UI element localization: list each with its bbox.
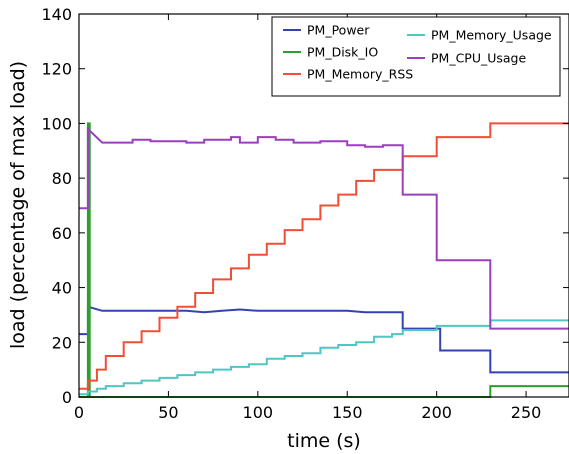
series-line-pm-cpu-usage <box>79 126 569 330</box>
x-tick-label: 250 <box>511 403 542 422</box>
y-tick-label: 100 <box>41 114 72 133</box>
tick-layer: 0 50 100 150 200 250 0 20 40 60 80 100 120 140 <box>41 5 569 422</box>
y-tick-label: 120 <box>41 60 72 79</box>
legend-label: PM_Memory_Usage <box>431 28 552 43</box>
y-tick-label: 20 <box>52 333 72 352</box>
series-line-pm-memory-rss <box>79 122 569 390</box>
series-line-pm-disk-io <box>79 122 569 398</box>
x-tick-label: 150 <box>332 403 363 422</box>
series-line-pm-memory-usage <box>79 319 569 396</box>
series-line-pm-power <box>79 305 569 374</box>
x-tick-label: 100 <box>243 403 274 422</box>
legend: PM_Power PM_Disk_IO PM_Memory_RSS PM_Memory… <box>271 16 561 97</box>
legend-label: PM_Memory_RSS <box>307 67 413 82</box>
legend-label: PM_CPU_Usage <box>431 51 526 66</box>
x-axis-label: time (s) <box>287 430 361 452</box>
y-tick-label: 80 <box>52 169 72 188</box>
y-tick-label: 0 <box>62 388 72 407</box>
y-axis-label: load (percentage of max load) <box>7 61 29 349</box>
legend-box <box>271 16 561 97</box>
x-tick-label: 0 <box>74 403 84 422</box>
series-layer <box>79 122 569 398</box>
legend-label: PM_Power <box>307 23 370 38</box>
y-tick-label: 60 <box>52 224 72 243</box>
y-tick-label: 40 <box>52 279 72 298</box>
legend-label: PM_Disk_IO <box>307 45 378 60</box>
y-tick-label: 140 <box>41 5 72 24</box>
x-tick-label: 50 <box>158 403 178 422</box>
plot-frame <box>78 13 569 398</box>
x-tick-label: 200 <box>421 403 452 422</box>
